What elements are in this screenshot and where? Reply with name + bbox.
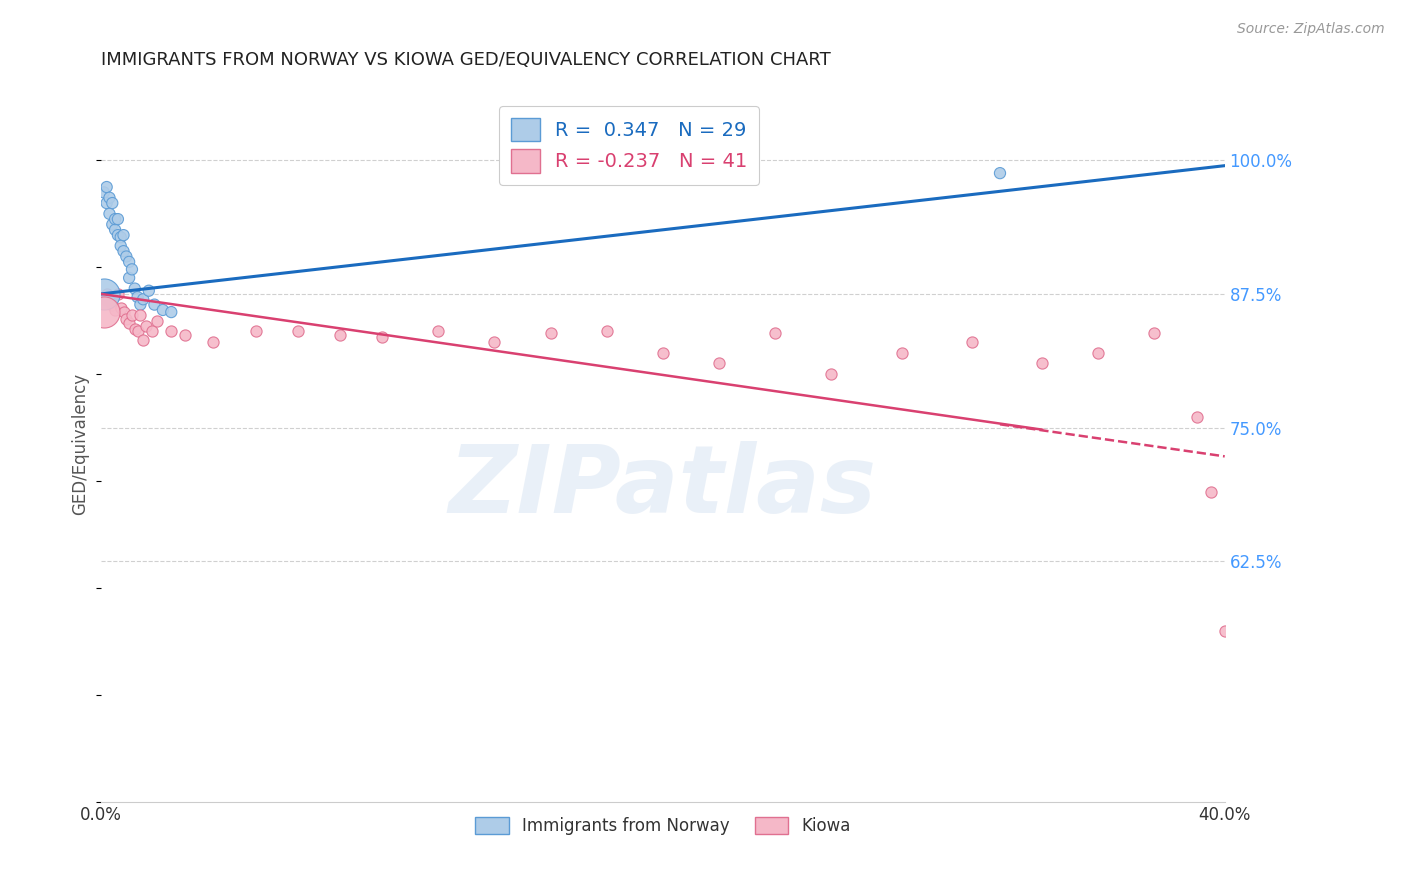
Point (129, 297, 152, 311)
Point (763, 326, 786, 341)
Point (101, 218, 124, 232)
Point (988, 166, 1011, 180)
Point (118, 316, 141, 330)
Point (596, 324, 619, 338)
Point (1087, 345, 1109, 359)
Point (121, 262, 143, 277)
Point (93, 292, 115, 306)
Point (104, 223, 127, 237)
Point (110, 230, 132, 244)
Point (104, 302, 127, 317)
Point (329, 327, 352, 342)
Point (96, 196, 118, 211)
Point (143, 297, 166, 311)
Point (651, 345, 673, 359)
Point (427, 324, 450, 338)
Point (127, 324, 149, 338)
Point (1185, 409, 1208, 424)
Point (104, 212, 127, 227)
Text: IMMIGRANTS FROM NORWAY VS KIOWA GED/EQUIVALENCY CORRELATION CHART: IMMIGRANTS FROM NORWAY VS KIOWA GED/EQUI… (101, 51, 831, 69)
Point (160, 305, 183, 319)
Point (107, 287, 129, 301)
Point (174, 327, 197, 342)
Point (127, 290, 149, 304)
Point (118, 255, 141, 269)
Point (287, 324, 309, 338)
Point (1213, 624, 1236, 638)
Point (96, 180, 118, 194)
Point (124, 282, 146, 296)
Text: ZIPatlas: ZIPatlas (449, 441, 877, 533)
Point (146, 313, 169, 327)
Point (98, 191, 121, 205)
Point (96, 287, 118, 301)
Point (101, 196, 124, 211)
Point (245, 324, 267, 338)
Point (93, 287, 115, 301)
Point (98, 292, 121, 306)
Point (129, 308, 152, 322)
Point (115, 250, 138, 264)
Point (707, 356, 730, 370)
Point (141, 324, 163, 338)
Point (1031, 356, 1053, 370)
Point (124, 322, 146, 336)
Point (121, 308, 143, 322)
Point (540, 326, 562, 341)
Point (110, 239, 132, 253)
Point (637, 169, 659, 184)
Point (115, 311, 138, 326)
Point (110, 301, 132, 315)
Point (98, 207, 121, 221)
Point (112, 305, 135, 319)
Point (160, 324, 183, 338)
Point (118, 271, 141, 285)
Point (132, 333, 155, 347)
Point (1143, 326, 1166, 341)
Point (132, 292, 155, 306)
Point (152, 302, 174, 317)
Point (484, 334, 506, 349)
Point (202, 334, 225, 349)
Point (820, 367, 842, 381)
Point (101, 297, 124, 311)
Point (1199, 484, 1222, 499)
Point (93, 305, 115, 319)
Point (135, 318, 157, 333)
Y-axis label: GED/Equivalency: GED/Equivalency (72, 373, 89, 515)
Point (107, 228, 129, 243)
Point (112, 228, 135, 243)
Point (960, 334, 983, 349)
Point (138, 284, 160, 298)
Point (107, 212, 129, 227)
Point (371, 329, 394, 343)
Point (112, 244, 135, 259)
Text: Source: ZipAtlas.com: Source: ZipAtlas.com (1237, 22, 1385, 37)
Point (93, 186, 115, 200)
Point (890, 345, 912, 359)
Legend: Immigrants from Norway, Kiowa: Immigrants from Norway, Kiowa (467, 808, 859, 843)
